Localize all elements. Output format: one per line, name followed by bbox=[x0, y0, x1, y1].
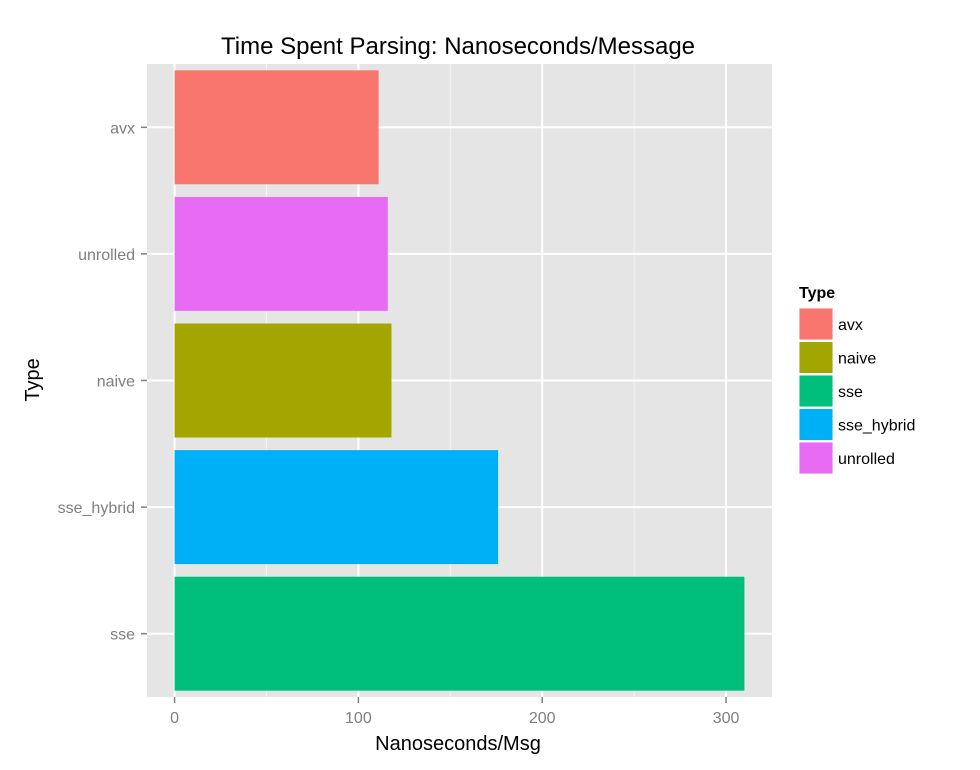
legend-swatch-avx bbox=[799, 308, 833, 340]
bar-avx bbox=[174, 70, 379, 185]
bar-unrolled bbox=[174, 196, 388, 311]
bar-sse bbox=[174, 576, 745, 691]
y-tick-label-unrolled: unrolled bbox=[78, 247, 135, 264]
legend-label-unrolled: unrolled bbox=[838, 451, 895, 468]
x-tick-label: 0 bbox=[170, 710, 179, 727]
x-tick-label: 300 bbox=[713, 710, 740, 727]
legend: Type avx naive sse sse_hybrid unrolled bbox=[799, 285, 915, 474]
bars bbox=[174, 70, 745, 691]
y-tick-label-naive: naive bbox=[97, 374, 135, 391]
y-tick-label-sse_hybrid: sse_hybrid bbox=[58, 500, 135, 517]
y-tick-label-avx: avx bbox=[110, 120, 135, 137]
chart-title: Time Spent Parsing: Nanoseconds/Message bbox=[221, 33, 695, 60]
y-tick-label-sse: sse bbox=[110, 627, 135, 644]
bar-sse_hybrid bbox=[174, 450, 499, 565]
legend-label-avx: avx bbox=[838, 317, 863, 334]
legend-label-naive: naive bbox=[838, 351, 876, 368]
y-axis-title: Type bbox=[22, 358, 44, 401]
x-tick-label: 200 bbox=[529, 710, 556, 727]
x-axis-title: Nanoseconds/Msg bbox=[375, 733, 541, 755]
legend-swatch-unrolled bbox=[799, 442, 833, 474]
legend-label-sse_hybrid: sse_hybrid bbox=[838, 418, 915, 435]
legend-swatch-sse bbox=[799, 375, 833, 407]
legend-title: Type bbox=[799, 285, 835, 302]
legend-label-sse: sse bbox=[838, 384, 863, 401]
legend-swatch-sse_hybrid bbox=[799, 409, 833, 440]
bar-naive bbox=[174, 323, 392, 438]
x-tick-label: 100 bbox=[345, 710, 372, 727]
legend-swatch-naive bbox=[799, 342, 833, 373]
